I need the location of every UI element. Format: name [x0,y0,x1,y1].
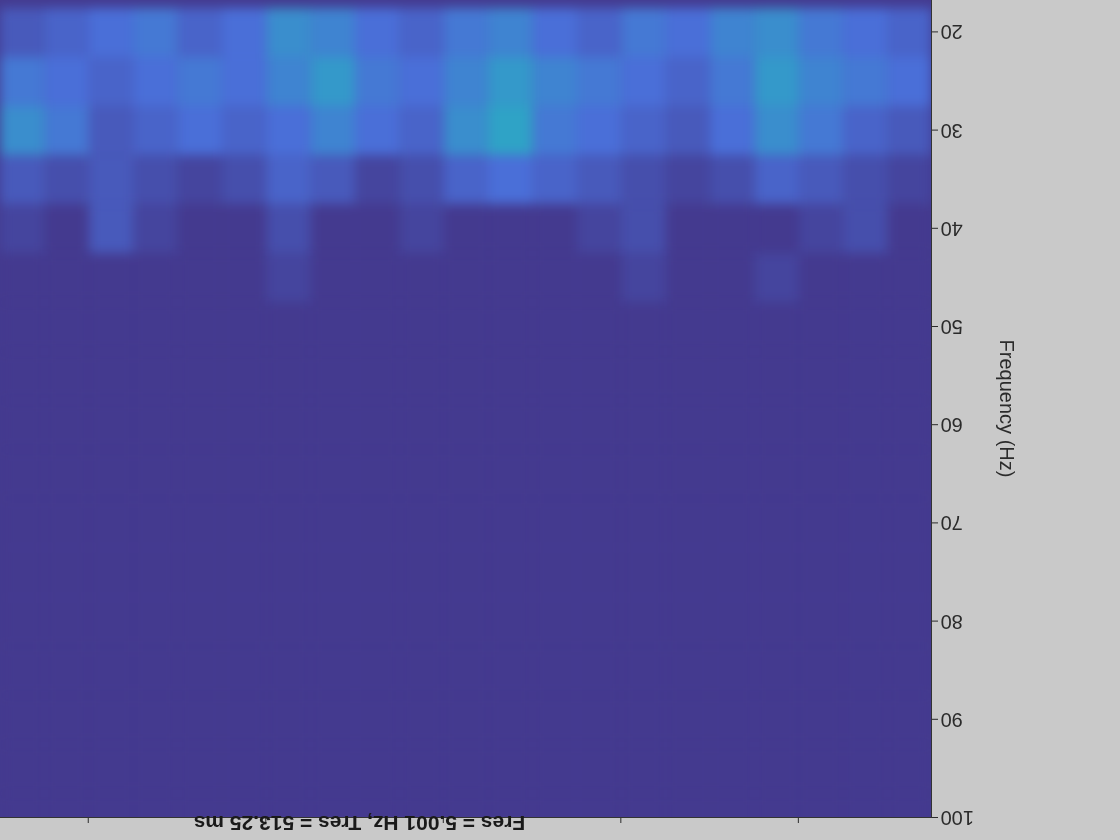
svg-text:70: 70 [941,513,963,535]
svg-text:Frequency (Hz): Frequency (Hz) [996,340,1018,478]
svg-text:30: 30 [941,120,963,142]
svg-text:60: 60 [941,414,963,436]
svg-text:100: 100 [941,807,974,829]
svg-text:90: 90 [941,709,963,731]
svg-text:20: 20 [941,22,963,44]
svg-text:40: 40 [941,218,963,240]
svg-text:Fres = 5.001 Hz, Tres = 513.25: Fres = 5.001 Hz, Tres = 513.25 ms [194,812,526,835]
svg-text:80: 80 [941,611,963,633]
svg-text:50: 50 [941,316,963,338]
